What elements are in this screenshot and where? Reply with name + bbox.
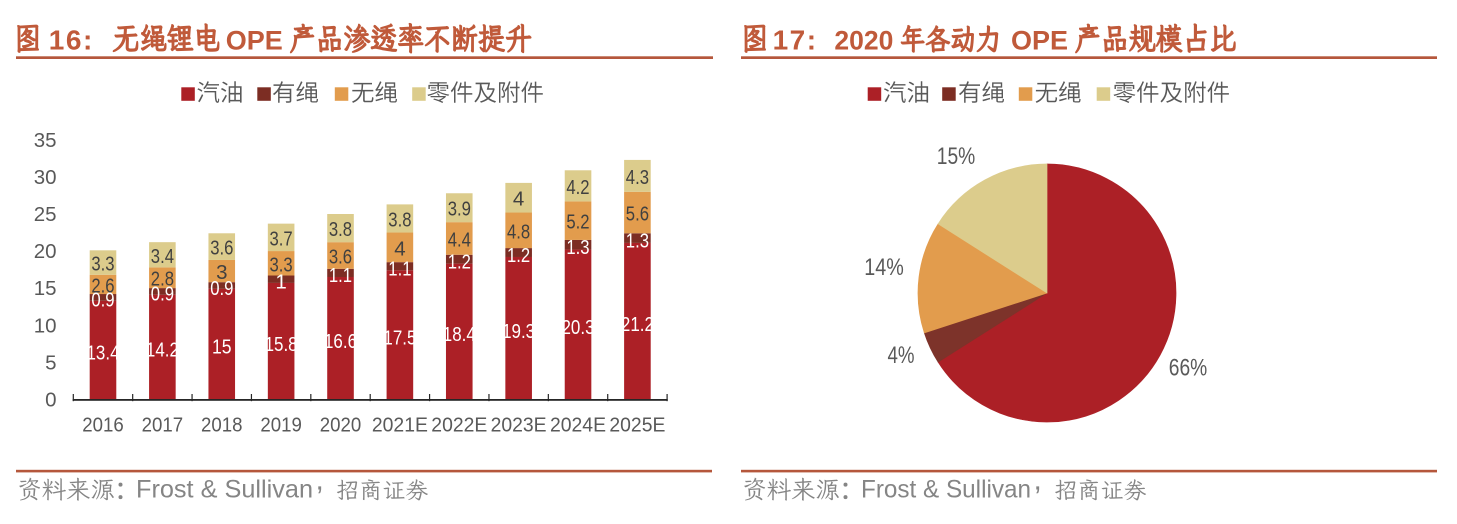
svg-text:4.2: 4.2 xyxy=(566,176,589,199)
svg-text:3.6: 3.6 xyxy=(329,246,352,269)
svg-text:0.9: 0.9 xyxy=(91,289,114,312)
svg-text:25: 25 xyxy=(34,203,57,226)
svg-text:3.6: 3.6 xyxy=(210,237,233,260)
svg-text:5.6: 5.6 xyxy=(626,203,649,226)
svg-text:30: 30 xyxy=(34,166,57,189)
svg-text:20.3: 20.3 xyxy=(562,316,595,339)
svg-text:2024E: 2024E xyxy=(550,413,606,436)
svg-text:2.6: 2.6 xyxy=(91,274,114,297)
svg-text:13.4: 13.4 xyxy=(87,342,120,365)
svg-text:2020: 2020 xyxy=(834,25,893,55)
svg-text:16:: 16: xyxy=(49,24,94,55)
svg-text:0.9: 0.9 xyxy=(151,283,174,306)
svg-text:1.2: 1.2 xyxy=(448,251,471,274)
svg-text:Frost & Sullivan: Frost & Sullivan xyxy=(136,476,313,504)
svg-text:2019: 2019 xyxy=(260,413,302,436)
svg-text:2020: 2020 xyxy=(320,413,362,436)
svg-text:2017: 2017 xyxy=(142,413,184,436)
svg-text:OPE: OPE xyxy=(1011,25,1068,55)
svg-text:2023E: 2023E xyxy=(491,413,547,436)
svg-text:OPE: OPE xyxy=(226,25,283,55)
svg-text:2022E: 2022E xyxy=(431,413,487,436)
svg-text:3.3: 3.3 xyxy=(91,253,114,276)
svg-text:4: 4 xyxy=(513,188,524,211)
svg-text:2016: 2016 xyxy=(82,413,124,436)
svg-text:2.8: 2.8 xyxy=(151,268,174,291)
svg-text:Frost & Sullivan: Frost & Sullivan xyxy=(861,476,1031,504)
svg-text:3.9: 3.9 xyxy=(448,198,471,221)
svg-text:14%: 14% xyxy=(864,254,904,281)
svg-text:1: 1 xyxy=(275,271,286,294)
svg-text:15: 15 xyxy=(212,336,232,359)
svg-text:19.3: 19.3 xyxy=(502,320,535,343)
svg-text:1.2: 1.2 xyxy=(507,244,530,267)
svg-text:66%: 66% xyxy=(1169,355,1208,382)
svg-text:3: 3 xyxy=(216,261,227,284)
svg-text:1.3: 1.3 xyxy=(566,236,589,259)
svg-text:17:: 17: xyxy=(773,24,818,55)
svg-text:1.1: 1.1 xyxy=(329,264,352,287)
svg-text:20: 20 xyxy=(34,240,57,263)
svg-text:4%: 4% xyxy=(888,342,915,369)
svg-text:16.6: 16.6 xyxy=(324,330,357,353)
svg-text:5.2: 5.2 xyxy=(566,211,589,234)
svg-text:2018: 2018 xyxy=(201,413,243,436)
svg-text:4.8: 4.8 xyxy=(507,220,530,243)
svg-text:5: 5 xyxy=(45,351,56,374)
svg-text:15.8: 15.8 xyxy=(265,333,298,356)
svg-text:3.8: 3.8 xyxy=(388,209,411,232)
svg-text:15%: 15% xyxy=(937,143,976,170)
svg-text:4.3: 4.3 xyxy=(626,166,649,189)
svg-text:3.7: 3.7 xyxy=(270,227,293,250)
svg-text:2025E: 2025E xyxy=(609,413,665,436)
svg-text:4.4: 4.4 xyxy=(448,229,471,252)
svg-text:,: , xyxy=(1034,464,1042,497)
svg-text:35: 35 xyxy=(34,129,57,152)
svg-text:,: , xyxy=(316,464,324,497)
svg-text:1.3: 1.3 xyxy=(626,229,649,252)
svg-text:1.1: 1.1 xyxy=(388,258,411,281)
svg-text:15: 15 xyxy=(34,277,57,300)
svg-text:0.9: 0.9 xyxy=(210,277,233,300)
svg-text:21.2: 21.2 xyxy=(621,313,654,336)
svg-text:3.4: 3.4 xyxy=(151,245,174,268)
svg-text:4: 4 xyxy=(394,237,405,260)
svg-text:3.3: 3.3 xyxy=(270,253,293,276)
svg-text:17.5: 17.5 xyxy=(383,327,416,350)
svg-text:10: 10 xyxy=(34,314,57,337)
svg-text:0: 0 xyxy=(45,388,56,411)
svg-text:14.2: 14.2 xyxy=(146,339,179,362)
svg-text:18.4: 18.4 xyxy=(443,323,476,346)
svg-text:2021E: 2021E xyxy=(372,413,428,436)
svg-text:3.8: 3.8 xyxy=(329,218,352,241)
